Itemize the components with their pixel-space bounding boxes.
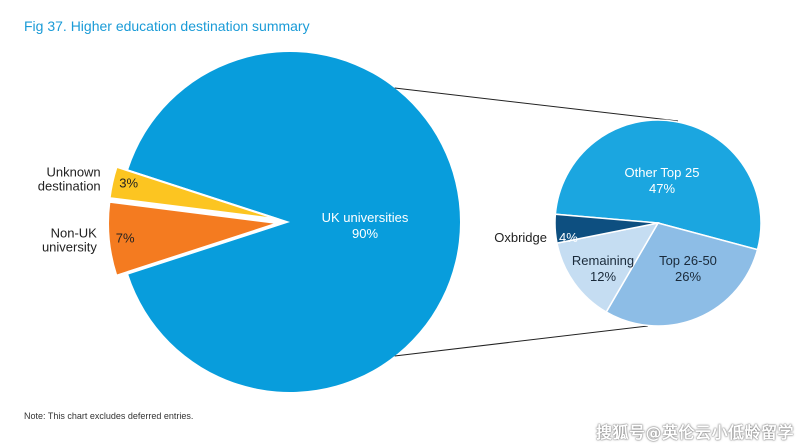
sub-pie-top-26-50-label: Top 26-50 <box>659 253 717 268</box>
pie-label-uk-universities: UK universities <box>322 210 409 225</box>
pie-slice-non-uk-university-label-1: Non-UK <box>51 225 98 240</box>
pie-slice-non-uk-university-label-2: university <box>42 239 97 254</box>
sub-pie-oxbridge-value: 4% <box>559 230 578 245</box>
pie-slice-unknown-destination-value: 3% <box>119 176 138 191</box>
sub-pie-remaining-value: 12% <box>590 269 616 284</box>
pie-slice-unknown-destination-label-2: destination <box>38 179 101 194</box>
sub-pie-other-top-25-label: Other Top 25 <box>625 165 700 180</box>
pie-slice-unknown-destination <box>108 165 279 221</box>
watermark: 搜狐号@英伦云小低龄留学 <box>596 423 795 442</box>
sub-pie-remaining-label: Remaining <box>572 253 634 268</box>
pie-slice-non-uk-university-value: 7% <box>116 231 135 246</box>
chart-title: Fig 37. Higher education destination sum… <box>24 18 310 34</box>
connector-line-top <box>394 87 679 122</box>
sub-pie-slice-top-26-50 <box>605 222 759 327</box>
pie-value-uk-universities: 90% <box>352 226 378 241</box>
pie-slice-uk-universities <box>128 52 461 393</box>
sub-pie-slice-remaining <box>556 221 660 314</box>
sub-pie-other-top-25-value: 47% <box>649 181 675 196</box>
pie-slice-non-uk-university <box>107 200 279 277</box>
sub-pie-slice-oxbridge <box>554 213 659 245</box>
pie-slice-unknown-destination-label-1: Unknown <box>46 165 100 180</box>
sub-pie-oxbridge-label: Oxbridge <box>494 230 547 245</box>
chart-note: Note: This chart excludes deferred entri… <box>24 411 194 421</box>
connector-line-bottom <box>394 325 649 357</box>
sub-pie-top-26-50-value: 26% <box>675 269 701 284</box>
sub-pie-slice-other-top-25 <box>554 119 762 251</box>
